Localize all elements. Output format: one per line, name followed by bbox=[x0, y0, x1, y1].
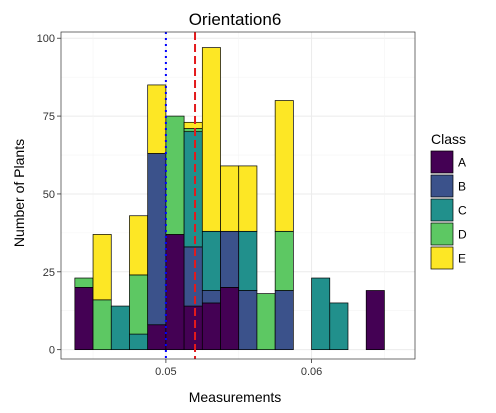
bar-segment-d bbox=[129, 274, 149, 335]
bar-segment-c bbox=[183, 131, 203, 248]
bar-segment-d bbox=[256, 293, 276, 351]
legend-label-a: A bbox=[458, 156, 466, 170]
legend-swatch-e bbox=[430, 246, 454, 270]
legend-label-c: C bbox=[458, 204, 467, 218]
bar-segment-e bbox=[201, 47, 221, 232]
bar-segment-e bbox=[147, 84, 167, 154]
bar-segment-a bbox=[183, 305, 203, 351]
bar-segment-e bbox=[92, 234, 112, 301]
bar-segment-d bbox=[92, 299, 112, 351]
y-tick-label: 0 bbox=[49, 345, 55, 357]
bar-segment-d bbox=[74, 277, 94, 288]
bar-segment-e bbox=[220, 165, 240, 232]
bar-segment-a bbox=[165, 234, 185, 351]
bar-segment-c bbox=[329, 302, 349, 351]
bar-segment-d bbox=[165, 115, 185, 235]
bar-segment-b bbox=[183, 246, 203, 307]
bar-segment-a bbox=[201, 302, 221, 351]
legend-title: Class bbox=[431, 131, 466, 147]
y-axis: 0 25 50 75 100 bbox=[37, 33, 61, 357]
x-axis: 0.05 0.06 bbox=[155, 359, 322, 378]
bar-segment-d bbox=[274, 230, 294, 291]
x-axis-title: Measurements bbox=[189, 389, 282, 405]
reference-lines bbox=[164, 32, 197, 359]
plot-border bbox=[60, 31, 416, 360]
bar-segment-c bbox=[238, 230, 258, 291]
bar-segment-c bbox=[110, 305, 130, 351]
bar-segment-b bbox=[220, 230, 240, 288]
bar-segment-e bbox=[129, 215, 149, 276]
legend-swatch-c bbox=[430, 198, 454, 222]
bar-segment-c bbox=[311, 277, 331, 351]
legend-swatch-a bbox=[430, 150, 454, 174]
bar-segment-a bbox=[147, 324, 167, 351]
legend-swatch-b bbox=[430, 174, 454, 198]
bar-segment-e bbox=[274, 100, 294, 232]
bar-segment-a bbox=[220, 287, 240, 351]
legend-label-b: B bbox=[458, 180, 466, 194]
x-tick-label: 0.05 bbox=[155, 366, 176, 378]
bar-segment-b bbox=[238, 290, 258, 351]
y-axis-title: Number of Plants bbox=[11, 139, 27, 247]
y-tick-label: 100 bbox=[37, 33, 55, 45]
legend-label-d: D bbox=[458, 228, 467, 242]
bar-segment-c bbox=[201, 230, 221, 291]
legend-label-e: E bbox=[458, 252, 466, 266]
bar-segment-e bbox=[183, 121, 203, 129]
bar-segment-b bbox=[147, 153, 167, 326]
bar-segment-d bbox=[183, 128, 203, 133]
chart-title: Orientation6 bbox=[189, 10, 282, 29]
bar-segment-a bbox=[74, 287, 94, 351]
y-tick-label: 75 bbox=[43, 111, 55, 123]
y-tick-label: 25 bbox=[43, 267, 55, 279]
bar-segment-b bbox=[274, 290, 294, 351]
bar-segment-e bbox=[238, 165, 258, 232]
bar-segment-a bbox=[365, 290, 385, 351]
legend-swatch-d bbox=[430, 222, 454, 246]
bar-segment-c bbox=[129, 333, 149, 351]
x-tick-label: 0.06 bbox=[301, 366, 322, 378]
y-tick-label: 50 bbox=[43, 189, 55, 201]
bars bbox=[74, 47, 385, 351]
bar-segment-b bbox=[201, 290, 221, 304]
